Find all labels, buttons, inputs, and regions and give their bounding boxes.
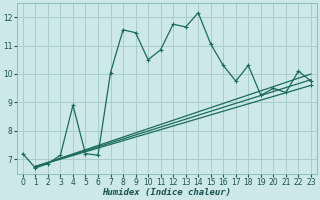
X-axis label: Humidex (Indice chaleur): Humidex (Indice chaleur) <box>102 188 231 197</box>
